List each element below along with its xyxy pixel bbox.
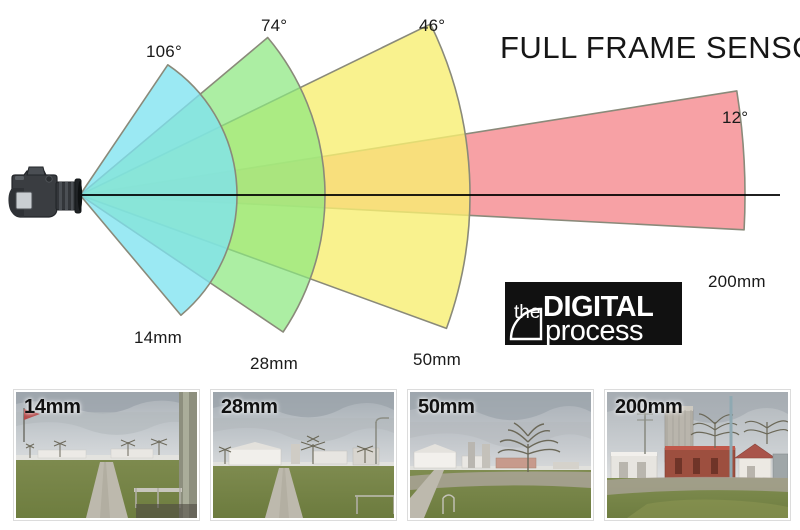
focal-length-label-50mm: 50mm [413, 350, 462, 369]
dslr-camera-icon [4, 164, 84, 226]
photo-caption-50mm: 50mm [418, 396, 475, 418]
angle-label-200mm: 12° [722, 108, 749, 127]
angle-label-28mm: 74° [261, 16, 288, 35]
focal-length-label-28mm: 28mm [250, 354, 299, 373]
sample-photo-strip: 14mm [0, 386, 800, 530]
logo-text-digital: DIGITAL [543, 291, 653, 323]
photo-caption-200mm: 200mm [615, 396, 683, 418]
sample-photo-14mm[interactable]: 14mm [14, 390, 199, 520]
page-title: FULL FRAME SENSOR [500, 30, 800, 65]
field-of-view-diagram: 106° 74° 46° 12° 14mm 28mm 50mm 200mm FU… [4, 16, 800, 373]
angle-label-50mm: 46° [419, 16, 446, 35]
angle-label-14mm: 106° [146, 42, 182, 61]
focal-length-label-14mm: 14mm [134, 328, 183, 347]
logo-the-digital-process: the DIGITAL process [505, 282, 682, 345]
photo-caption-28mm: 28mm [221, 396, 278, 418]
wedge-14mm [79, 64, 238, 317]
logo-text-process: process [545, 315, 643, 345]
fov-wedges-svg [79, 23, 780, 333]
sample-photo-28mm[interactable]: 28mm [211, 390, 396, 520]
sample-photo-200mm[interactable]: 200mm [605, 390, 790, 520]
sample-photo-50mm[interactable]: 50mm [408, 390, 593, 520]
logo-text-the: the [514, 302, 540, 323]
focal-length-label-200mm: 200mm [708, 272, 766, 291]
photo-caption-14mm: 14mm [24, 396, 81, 418]
